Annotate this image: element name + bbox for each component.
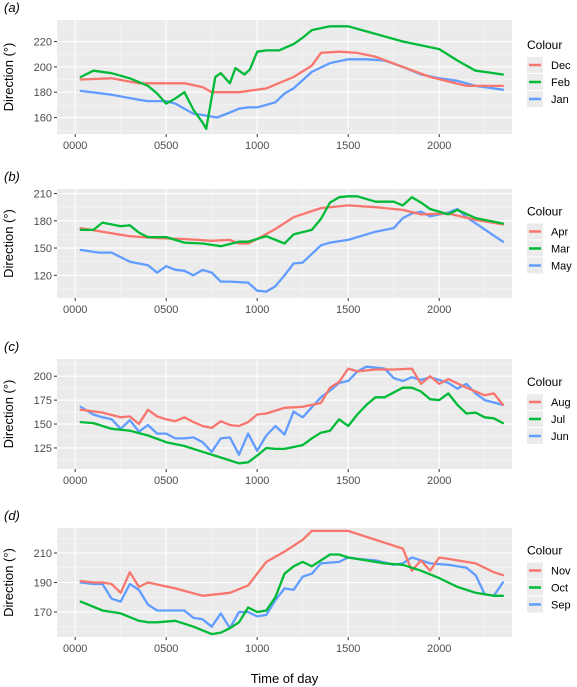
legend: Colour Nov Oct Sep bbox=[527, 544, 571, 613]
legend-label-aug: Aug bbox=[551, 397, 571, 409]
x-tick-label: 1000 bbox=[245, 140, 269, 152]
x-tick-label: 1000 bbox=[245, 475, 269, 487]
legend-title: Colour bbox=[527, 544, 562, 558]
x-tick-label: 1000 bbox=[245, 304, 269, 316]
legend-title: Colour bbox=[527, 38, 562, 52]
series-line-mar bbox=[79, 195, 505, 248]
legend-label-oct: Oct bbox=[551, 583, 568, 595]
series-line-aug bbox=[79, 367, 505, 430]
y-axis-title: Direction (°) bbox=[1, 43, 16, 112]
x-tick-label: 1500 bbox=[336, 643, 360, 655]
y-tick-label: 210 bbox=[34, 548, 52, 560]
series-line-feb bbox=[79, 25, 505, 131]
legend-title: Colour bbox=[527, 205, 562, 219]
series-line-nov bbox=[79, 529, 505, 597]
y-tick-label: 120 bbox=[34, 270, 52, 282]
facet-panel-2: (b) 0000 0500 1000 1500 2000 120 150 180 210 Direc… bbox=[1, 169, 572, 316]
x-tick-label: 0500 bbox=[154, 304, 178, 316]
y-tick-label: 175 bbox=[34, 395, 52, 407]
x-tick-label: 0500 bbox=[154, 475, 178, 487]
y-tick-label: 150 bbox=[34, 243, 52, 255]
x-tick-label: 1500 bbox=[336, 140, 360, 152]
y-tick-label: 180 bbox=[34, 87, 52, 99]
facet-panel-3: (c) 0000 0500 1000 1500 2000 125 150 175 200 Direc… bbox=[1, 339, 571, 487]
x-axis-title: Time of day bbox=[251, 671, 319, 686]
y-tick-label: 180 bbox=[34, 216, 52, 228]
x-tick-label: 2000 bbox=[427, 140, 451, 152]
y-axis-title: Direction (°) bbox=[1, 209, 16, 278]
x-tick-label: 1500 bbox=[336, 475, 360, 487]
series-line-dec bbox=[79, 50, 505, 94]
series-line-sep bbox=[79, 556, 505, 630]
legend: Colour Dec Feb Jan bbox=[527, 38, 571, 107]
facet-panel-4: (d) 0000 0500 1000 1500 2000 170 190 210 Directio… bbox=[1, 508, 571, 655]
y-tick-label: 220 bbox=[34, 37, 52, 49]
facet-panel-1: (a) 0000 0500 1000 1500 2000 160 180 200 220 Direc… bbox=[1, 0, 571, 152]
x-tick-label: 0500 bbox=[154, 140, 178, 152]
legend-label-dec: Dec bbox=[551, 60, 571, 72]
x-tick-label: 0000 bbox=[63, 643, 87, 655]
y-tick-label: 200 bbox=[34, 371, 52, 383]
y-tick-label: 190 bbox=[34, 578, 52, 590]
x-tick-label: 1000 bbox=[245, 643, 269, 655]
panel-label: (b) bbox=[4, 169, 20, 184]
legend-label-feb: Feb bbox=[551, 77, 570, 89]
y-tick-label: 200 bbox=[34, 62, 52, 74]
legend-label-nov: Nov bbox=[551, 566, 571, 578]
y-tick-label: 160 bbox=[34, 113, 52, 125]
y-tick-label: 170 bbox=[34, 607, 52, 619]
x-tick-label: 0000 bbox=[63, 304, 87, 316]
panel-label: (d) bbox=[4, 508, 20, 523]
y-tick-label: 125 bbox=[34, 443, 52, 455]
legend-label-may: May bbox=[551, 261, 572, 273]
x-tick-label: 0000 bbox=[63, 475, 87, 487]
y-axis-title: Direction (°) bbox=[1, 380, 16, 449]
panel-background bbox=[57, 359, 512, 469]
y-tick-label: 210 bbox=[34, 189, 52, 201]
series-line-jul bbox=[79, 386, 505, 465]
y-axis-title: Direction (°) bbox=[1, 548, 16, 617]
x-tick-label: 0000 bbox=[63, 140, 87, 152]
x-tick-label: 1500 bbox=[336, 304, 360, 316]
legend: Colour Apr Mar May bbox=[527, 205, 572, 274]
series-line-oct bbox=[79, 553, 505, 636]
x-tick-label: 2000 bbox=[427, 643, 451, 655]
panel-label: (c) bbox=[4, 339, 19, 354]
y-tick-label: 150 bbox=[34, 419, 52, 431]
x-tick-label: 0500 bbox=[154, 643, 178, 655]
legend-label-mar: Mar bbox=[551, 244, 570, 256]
legend-title: Colour bbox=[527, 375, 562, 389]
legend-label-jul: Jul bbox=[551, 414, 565, 426]
legend-label-jan: Jan bbox=[551, 94, 569, 106]
panel-label: (a) bbox=[4, 0, 20, 15]
legend-label-apr: Apr bbox=[551, 227, 568, 239]
legend-label-jun: Jun bbox=[551, 431, 569, 443]
legend: Colour Aug Jul Jun bbox=[527, 375, 571, 444]
legend-label-sep: Sep bbox=[551, 600, 571, 612]
x-tick-label: 2000 bbox=[427, 304, 451, 316]
x-tick-label: 2000 bbox=[427, 475, 451, 487]
